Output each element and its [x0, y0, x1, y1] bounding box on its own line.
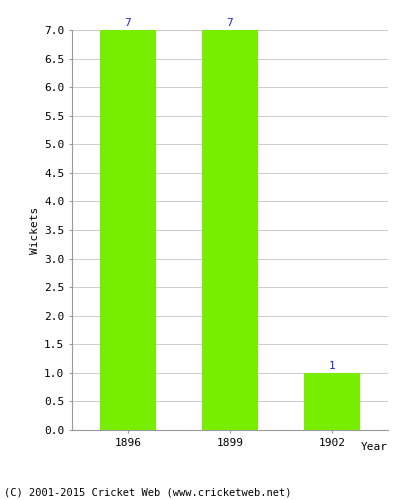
Text: 7: 7 — [227, 18, 233, 28]
Text: 1: 1 — [328, 360, 335, 370]
Bar — [304, 373, 360, 430]
Text: Year: Year — [361, 442, 388, 452]
Bar — [100, 30, 156, 430]
Text: (C) 2001-2015 Cricket Web (www.cricketweb.net): (C) 2001-2015 Cricket Web (www.cricketwe… — [4, 488, 292, 498]
Text: 7: 7 — [125, 18, 132, 28]
Bar — [202, 30, 258, 430]
Y-axis label: Wickets: Wickets — [30, 206, 40, 254]
